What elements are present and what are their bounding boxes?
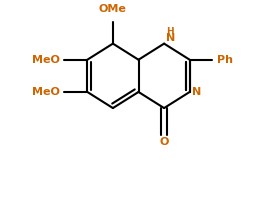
Text: MeO: MeO bbox=[32, 87, 60, 97]
Text: H: H bbox=[166, 27, 174, 36]
Text: N: N bbox=[166, 33, 175, 43]
Text: N: N bbox=[192, 87, 201, 97]
Text: Ph: Ph bbox=[217, 55, 233, 65]
Text: OMe: OMe bbox=[99, 4, 127, 14]
Text: MeO: MeO bbox=[32, 55, 60, 65]
Text: O: O bbox=[159, 138, 169, 147]
